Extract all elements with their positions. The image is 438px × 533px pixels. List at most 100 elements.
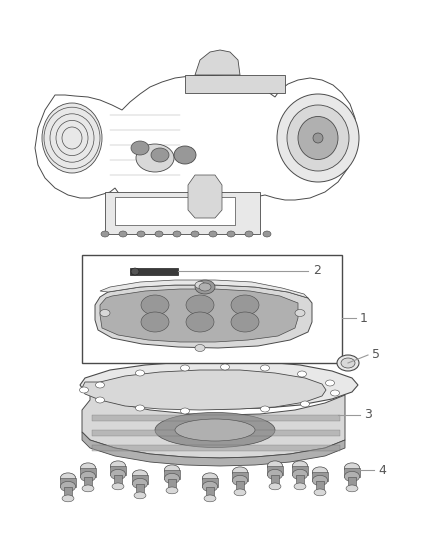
Ellipse shape — [173, 231, 181, 237]
Ellipse shape — [269, 483, 281, 490]
Polygon shape — [35, 75, 357, 205]
Bar — [232, 472, 247, 481]
Ellipse shape — [297, 371, 307, 377]
Polygon shape — [188, 175, 222, 218]
Ellipse shape — [132, 470, 148, 480]
Ellipse shape — [263, 231, 271, 237]
Ellipse shape — [62, 495, 74, 502]
Ellipse shape — [346, 485, 358, 492]
Polygon shape — [82, 432, 345, 466]
Ellipse shape — [164, 465, 180, 475]
Ellipse shape — [287, 105, 349, 171]
Text: 3: 3 — [364, 408, 372, 422]
Ellipse shape — [298, 117, 338, 159]
Bar — [130, 268, 178, 275]
Ellipse shape — [202, 473, 218, 483]
Ellipse shape — [191, 231, 199, 237]
Ellipse shape — [141, 312, 169, 332]
Ellipse shape — [101, 231, 109, 237]
Ellipse shape — [245, 231, 253, 237]
Ellipse shape — [119, 231, 127, 237]
Bar — [267, 466, 283, 474]
Bar — [115, 197, 235, 225]
Bar — [80, 468, 95, 477]
Polygon shape — [100, 280, 308, 298]
Ellipse shape — [292, 461, 307, 471]
Ellipse shape — [344, 463, 360, 473]
Ellipse shape — [80, 463, 95, 473]
Ellipse shape — [136, 144, 174, 172]
Bar — [60, 478, 76, 487]
Bar — [114, 474, 122, 487]
Ellipse shape — [180, 365, 190, 371]
Ellipse shape — [202, 481, 218, 491]
Ellipse shape — [186, 295, 214, 315]
Ellipse shape — [42, 103, 102, 173]
Bar — [296, 474, 304, 487]
Bar — [64, 487, 72, 498]
Polygon shape — [100, 289, 298, 342]
Polygon shape — [82, 370, 326, 410]
Ellipse shape — [337, 355, 359, 371]
Ellipse shape — [110, 470, 126, 480]
Text: 1: 1 — [360, 311, 368, 325]
Ellipse shape — [344, 471, 360, 482]
Bar — [164, 470, 180, 479]
Bar — [292, 466, 307, 474]
Ellipse shape — [95, 382, 105, 388]
Ellipse shape — [195, 280, 215, 294]
Text: 4: 4 — [378, 464, 386, 477]
Ellipse shape — [231, 312, 259, 332]
Ellipse shape — [135, 370, 145, 376]
Bar — [105, 192, 260, 234]
Ellipse shape — [261, 365, 269, 371]
Ellipse shape — [331, 390, 339, 396]
Bar — [168, 479, 176, 490]
Bar — [132, 475, 148, 483]
Bar — [84, 477, 92, 488]
Ellipse shape — [60, 481, 76, 491]
Ellipse shape — [174, 146, 196, 164]
Ellipse shape — [195, 281, 205, 288]
Bar — [185, 75, 285, 93]
Bar — [110, 466, 126, 474]
Ellipse shape — [294, 483, 306, 490]
Ellipse shape — [180, 408, 190, 414]
Ellipse shape — [231, 295, 259, 315]
Bar — [316, 481, 324, 492]
Bar — [206, 487, 214, 498]
Ellipse shape — [137, 231, 145, 237]
Ellipse shape — [300, 401, 310, 407]
Ellipse shape — [186, 312, 214, 332]
Polygon shape — [92, 445, 340, 451]
Ellipse shape — [195, 344, 205, 351]
Bar — [136, 483, 144, 495]
Ellipse shape — [82, 485, 94, 492]
Polygon shape — [95, 285, 312, 348]
Text: 2: 2 — [313, 264, 321, 278]
Bar — [344, 468, 360, 477]
Ellipse shape — [313, 133, 323, 143]
Ellipse shape — [295, 310, 305, 317]
Ellipse shape — [95, 397, 105, 403]
Ellipse shape — [155, 231, 163, 237]
Ellipse shape — [151, 148, 169, 162]
Ellipse shape — [204, 495, 216, 502]
Ellipse shape — [209, 231, 217, 237]
Bar — [82, 255, 342, 363]
Ellipse shape — [227, 231, 235, 237]
Bar — [348, 477, 356, 488]
Ellipse shape — [232, 475, 247, 486]
Ellipse shape — [267, 470, 283, 480]
Ellipse shape — [325, 380, 335, 386]
Ellipse shape — [60, 473, 76, 483]
Ellipse shape — [155, 413, 275, 448]
Bar — [236, 481, 244, 492]
Ellipse shape — [131, 268, 139, 275]
Ellipse shape — [164, 473, 180, 483]
Ellipse shape — [175, 419, 255, 441]
Ellipse shape — [80, 471, 95, 482]
Ellipse shape — [341, 358, 355, 368]
Polygon shape — [92, 430, 340, 436]
Polygon shape — [82, 390, 345, 458]
